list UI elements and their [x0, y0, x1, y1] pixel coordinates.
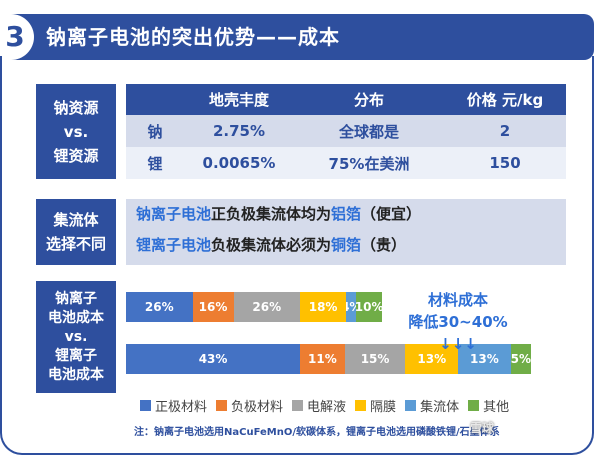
cell-distribution: 75%在美洲: [294, 147, 444, 179]
collector-subject: 钠离子电池: [136, 205, 212, 223]
sodium-bar-segment-separator: 18%: [300, 292, 347, 322]
content-frame: [0, 56, 594, 455]
legend-swatch-other: [468, 400, 480, 411]
sodium-bar-segment-electrolyte: 26%: [233, 292, 301, 322]
cost-reduction-note: 材料成本 降低30~40% ↓↓↓: [388, 289, 528, 355]
collector-line-sodium: 钠离子电池正负极集流体均为铝箔（便宜）: [136, 199, 566, 230]
cost-legend: 正极材料 负极材料 电解液 隔膜 集流体 其他: [140, 396, 570, 415]
collector-material: 铜箔: [331, 236, 362, 254]
lithium-cost-bar: 43% 11% 15% 13% 13% 5%: [126, 344, 531, 374]
resources-label-line3: 锂资源: [53, 146, 99, 165]
table-row-sodium: 钠 2.75% 全球都是 2: [126, 115, 566, 147]
resources-label-line1: 钠资源: [53, 98, 99, 117]
lithium-bar-segment-collector: 13%: [458, 344, 511, 374]
legend-label-cathode: 正极材料: [155, 400, 208, 415]
cell-element: 锂: [126, 147, 184, 179]
footnote: 注：钠离子电池选用NaCuFeMnO/软碳体系，锂离子电池选用磷酸铁锂/石墨体系: [134, 427, 500, 438]
legend-item-electrolyte: 电解液: [292, 396, 346, 415]
cell-price: 2: [444, 115, 566, 147]
collector-middle: 负极集流体必须为: [211, 236, 332, 254]
collector-label: 集流体 选择不同: [36, 199, 116, 265]
cost-label-line1: 钠离子: [55, 290, 97, 307]
legend-swatch-anode: [216, 400, 228, 411]
lithium-bar-segment-electrolyte: 15%: [344, 344, 406, 374]
legend-item-other: 其他: [468, 396, 509, 415]
legend-label-separator: 隔膜: [370, 400, 397, 415]
collector-line-lithium: 锂离子电池负极集流体必须为铜箔（贵）: [136, 230, 566, 261]
legend-label-anode: 负极材料: [231, 400, 284, 415]
cell-price: 150: [444, 147, 566, 179]
legend-item-separator: 隔膜: [355, 396, 396, 415]
cost-label-line5: 电池成本: [48, 366, 104, 383]
legend-swatch-electrolyte: [292, 400, 304, 411]
page-title: 钠离子电池的突出优势——成本: [46, 25, 340, 49]
col-header-abundance: 地壳丰度: [184, 84, 294, 115]
collector-note: （便宜）: [361, 205, 422, 223]
collector-label-line2: 选择不同: [45, 235, 106, 253]
collector-box: 钠离子电池正负极集流体均为铝箔（便宜） 锂离子电池负极集流体必须为铜箔（贵）: [126, 199, 566, 265]
legend-swatch-cathode: [140, 400, 151, 411]
resources-label-line2: vs.: [63, 122, 89, 141]
resources-label: 钠资源 vs. 锂资源: [36, 84, 116, 179]
legend-swatch-collector: [405, 400, 417, 411]
sodium-bar-segment-cathode: 26%: [126, 292, 193, 322]
sodium-cost-bar: 26%16%26%18%4%10%: [126, 292, 382, 322]
legend-item-anode: 负极材料: [216, 396, 283, 415]
cost-note-line2: 降低30~40% ↓↓↓: [408, 313, 508, 353]
sodium-bar-segment-collector: 4%: [346, 292, 357, 322]
legend-label-other: 其他: [483, 400, 510, 415]
sodium-bar-segment-other: 10%: [356, 292, 382, 322]
legend-label-electrolyte: 电解液: [307, 400, 347, 415]
legend-item-collector: 集流体: [405, 396, 459, 415]
legend-label-collector: 集流体: [420, 400, 460, 415]
table-row-lithium: 锂 0.0065% 75%在美洲 150: [126, 147, 566, 179]
cell-element: 钠: [126, 115, 184, 147]
lithium-bar-segment-cathode: 43%: [126, 344, 301, 374]
cost-label-line2: 电池成本: [48, 309, 104, 326]
title-bar: [0, 14, 594, 60]
resources-header-row: 地壳丰度 分布 价格 元/kg: [126, 84, 566, 115]
col-header-distribution: 分布: [294, 84, 444, 115]
legend-item-cathode: 正极材料: [140, 396, 207, 415]
cost-label-line3: vs.: [64, 328, 88, 345]
lithium-bar-segment-separator: 13%: [405, 344, 459, 374]
lithium-bar-segment-anode: 11%: [300, 344, 345, 374]
collector-subject: 锂离子电池: [136, 236, 212, 254]
col-header-price: 价格 元/kg: [444, 84, 566, 115]
cell-abundance: 2.75%: [184, 115, 294, 147]
col-header-blank: [126, 84, 184, 115]
section-number: 3: [5, 20, 25, 53]
resources-table: 地壳丰度 分布 价格 元/kg 钠 2.75% 全球都是 2 锂 0.0065%…: [126, 84, 566, 179]
cost-note-line1: 材料成本: [427, 291, 488, 309]
cost-label: 钠离子 电池成本 vs. 锂离子 电池成本: [36, 281, 116, 393]
cell-abundance: 0.0065%: [184, 147, 294, 179]
collector-middle: 正负极集流体均为: [211, 205, 332, 223]
cost-label-line4: 锂离子: [55, 347, 97, 364]
collector-label-line1: 集流体: [53, 211, 99, 229]
collector-material: 铝箔: [331, 205, 362, 223]
cell-distribution: 全球都是: [294, 115, 444, 147]
watermark: 雪球: [470, 421, 495, 435]
collector-note: （贵）: [361, 236, 407, 254]
lithium-bar-segment-other: 5%: [510, 344, 531, 374]
sodium-bar-segment-anode: 16%: [192, 292, 234, 322]
legend-swatch-separator: [355, 400, 367, 411]
